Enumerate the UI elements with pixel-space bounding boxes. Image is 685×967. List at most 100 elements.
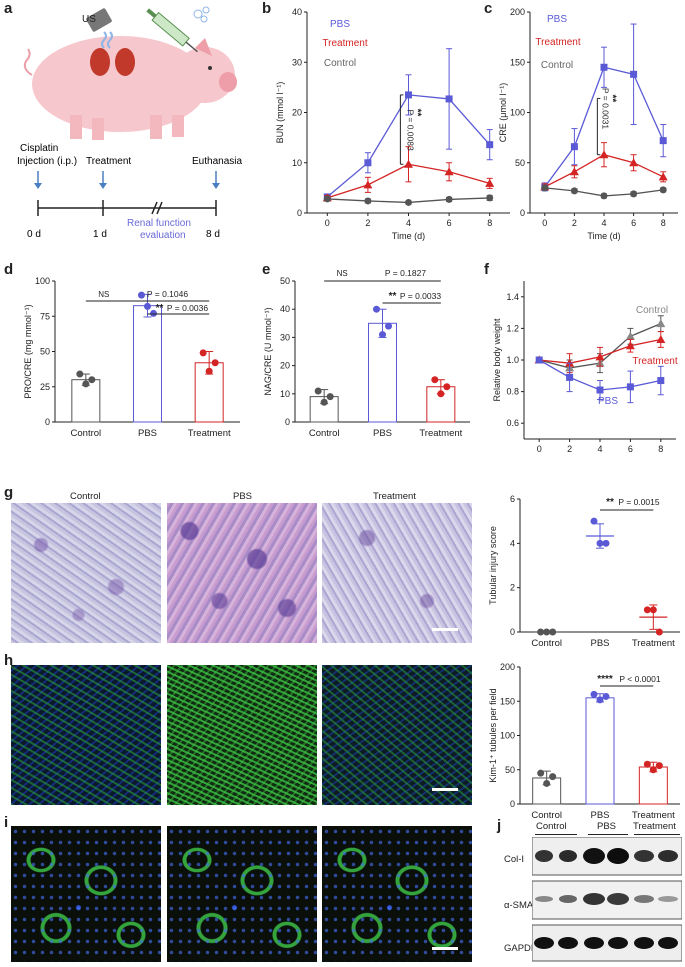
timeline-renal1: Renal function (127, 218, 191, 229)
data-point-c (569, 167, 579, 176)
y-tick-label-b: 10 (292, 158, 302, 168)
sig-stars-e: ** (389, 291, 397, 302)
y-tick-label-h: 150 (500, 696, 515, 706)
x-tick-label-g: Control (531, 638, 562, 649)
g-col-pbs: PBS (233, 491, 253, 502)
y-tick-label-d: 25 (40, 382, 50, 392)
data-point-e (437, 390, 445, 398)
panel-letter-b: b (262, 0, 272, 17)
data-point-g (537, 628, 545, 636)
data-point-b (405, 198, 412, 206)
legend-pbs-c: PBS (547, 14, 567, 25)
label-control-f: Control (636, 305, 668, 316)
y-axis-label-b: BUN (mmol l⁻¹) (275, 82, 285, 144)
data-point-f (656, 319, 666, 328)
y-tick-label-c: 200 (510, 7, 525, 17)
data-point-d (88, 376, 96, 384)
x-tick-label-g: PBS (590, 638, 609, 649)
data-point-b (404, 159, 413, 168)
data-point-b (363, 180, 373, 189)
band-row-gapdh (534, 937, 678, 949)
x-tick-label-c: 6 (631, 218, 636, 228)
y-tick-label-d: 0 (45, 417, 50, 427)
x-tick-label-h: PBS (590, 810, 609, 821)
x-tick-label-f: 6 (628, 444, 633, 454)
data-point-h (590, 690, 598, 698)
x-tick-label-f: 0 (537, 444, 542, 454)
panel-letter-d: d (4, 261, 14, 278)
x-tick-label-b: 8 (487, 218, 492, 228)
scale-bar (432, 788, 458, 791)
if-micrograph-treatment (322, 665, 472, 805)
data-point-h (602, 692, 610, 700)
sig-p1-e: P = 0.1827 (385, 268, 426, 278)
legend-treatment-c: Treatment (535, 37, 580, 48)
data-point-f (626, 383, 634, 391)
data-point-g (590, 517, 598, 525)
data-point-b (445, 195, 453, 203)
x-axis-label-b: Time (d) (392, 231, 425, 241)
arrow-down-icon (212, 183, 220, 189)
y-tick-label-e: 50 (280, 276, 290, 286)
y-tick-label-c: 100 (510, 108, 525, 118)
label-treatment-f: Treatment (632, 356, 677, 367)
if-highmag-pbs (167, 826, 317, 962)
x-tick-label-f: 8 (658, 444, 663, 454)
data-point-b (323, 195, 331, 203)
data-point-g (596, 539, 604, 547)
panel-letter-i: i (4, 814, 9, 831)
sig-stars-g: ** (606, 497, 614, 508)
he-micrograph-control (11, 503, 161, 643)
wb-row-gapdh: GAPDH (504, 943, 538, 954)
timeline-day0: 0 d (27, 229, 41, 240)
if-highmag-treatment (322, 826, 472, 962)
y-tick-label-e: 0 (285, 417, 290, 427)
data-point-e (431, 376, 439, 384)
x-axis-label-c: Time (d) (587, 231, 620, 241)
data-point-b (364, 159, 372, 167)
x-tick-label-f: 4 (597, 444, 602, 454)
y-tick-label-g: 0 (510, 627, 515, 637)
x-tick-label-b: 2 (365, 218, 370, 228)
y-tick-label-f: 0.8 (506, 387, 519, 397)
sig-p-c: P = 0.0031 (600, 88, 610, 129)
pig-illustration (23, 6, 237, 140)
sig-ns-e: NS (337, 269, 348, 278)
timeline-euthanasia: Euthanasia (192, 156, 242, 167)
data-point-b (445, 95, 453, 103)
wb-row-asma: α-SMA (504, 900, 534, 911)
sig-ns-d: NS (98, 290, 109, 299)
x-tick-label-h: Control (531, 810, 562, 821)
he-micrograph-pbs (167, 503, 317, 643)
data-point-c (659, 137, 667, 145)
data-point-h (596, 696, 604, 704)
y-tick-label-b: 0 (297, 208, 302, 218)
if-micrograph-control (11, 665, 161, 805)
if-highmag-control (11, 826, 161, 962)
x-tick-label-c: 8 (661, 218, 666, 228)
sig-p-b: P = 0.0083 (405, 109, 415, 150)
data-point-c (630, 190, 638, 198)
y-tick-label-f: 1.4 (506, 292, 519, 302)
panel-letter-j: j (497, 817, 502, 834)
x-tick-label-b: 0 (325, 218, 330, 228)
timeline-day1: 1 d (93, 229, 107, 240)
timeline-injection: Injection (i.p.) (17, 156, 77, 167)
wb-group-control: Control (536, 821, 567, 832)
x-tick-label-b: 4 (406, 218, 411, 228)
panel-letter-h: h (4, 652, 14, 669)
y-tick-label-c: 0 (520, 208, 525, 218)
sig-stars-h: **** (597, 674, 613, 685)
label-pbs-f: PBS (598, 396, 618, 407)
data-point-f (566, 373, 574, 381)
data-point-e (443, 383, 451, 391)
bar-d-pbs (133, 305, 162, 423)
y-axis-label-c: CRE (μmol l⁻¹) (498, 83, 508, 142)
band-row-col1 (535, 848, 678, 864)
western-blot (532, 837, 682, 962)
data-point-g (649, 606, 657, 614)
x-tick-label-d: Control (71, 428, 102, 439)
data-point-e (373, 305, 380, 313)
kidney-icon (115, 48, 135, 76)
